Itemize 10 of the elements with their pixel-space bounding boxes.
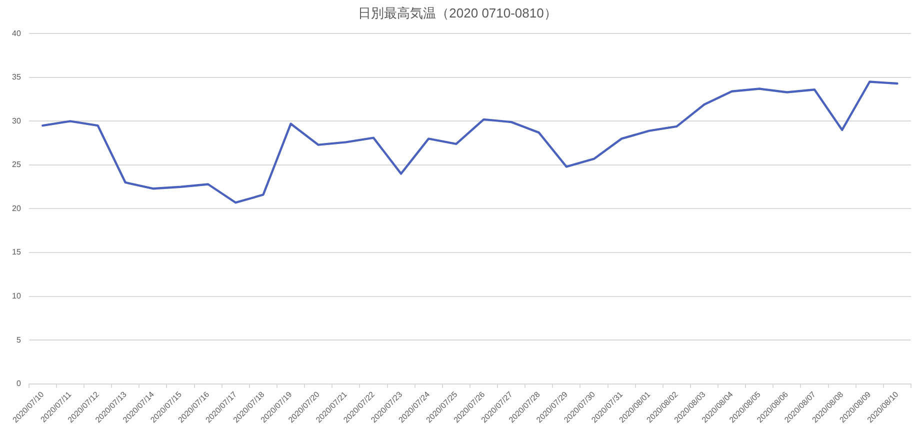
chart-title: 日別最高気温（2020 0710-0810） (358, 5, 557, 20)
y-tick-label: 40 (12, 28, 22, 38)
y-tick-label: 25 (12, 160, 22, 170)
y-tick-label: 35 (12, 72, 22, 82)
y-tick-label: 15 (12, 248, 22, 257)
y-tick-label: 0 (16, 379, 22, 388)
y-tick-label: 10 (12, 292, 22, 301)
y-tick-label: 20 (12, 204, 22, 213)
y-tick-label: 5 (16, 335, 22, 344)
y-tick-label: 30 (12, 116, 22, 126)
